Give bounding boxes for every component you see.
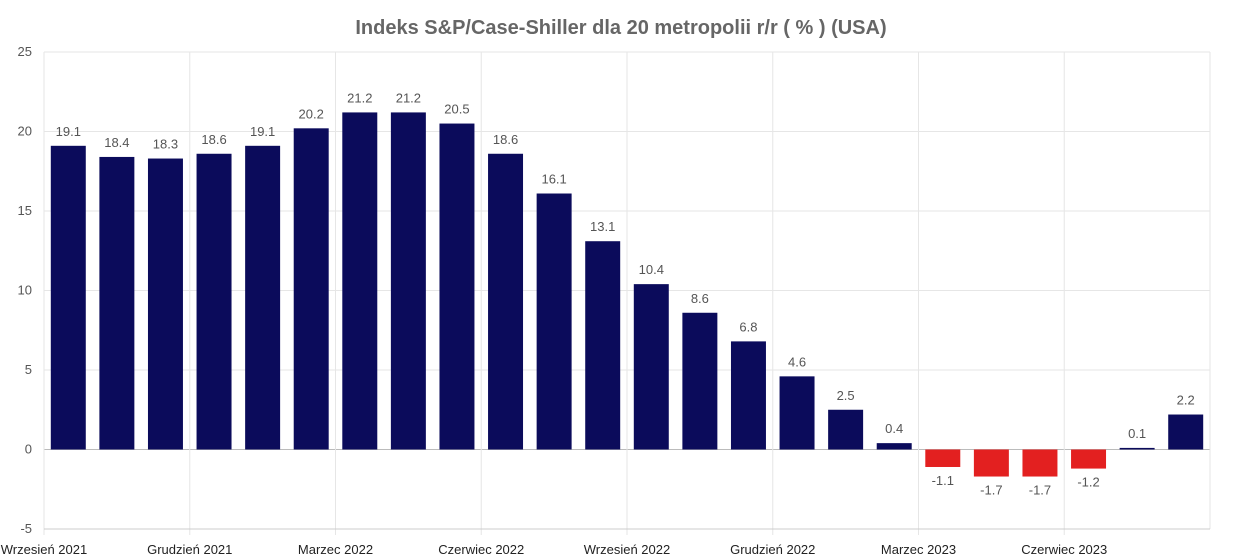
- y-tick-label: 25: [18, 44, 32, 59]
- bar: [1022, 449, 1058, 477]
- data-label: 4.6: [788, 354, 806, 369]
- bar: [439, 123, 475, 450]
- x-tick-label: Marzec 2022: [298, 542, 373, 557]
- x-tick-label: Czerwiec 2022: [438, 542, 524, 557]
- data-label: 18.6: [493, 132, 518, 147]
- x-tick-label: Czerwiec 2023: [1021, 542, 1107, 557]
- x-tick-label: Grudzień 2022: [730, 542, 815, 557]
- y-axis: 25 20 15 10 5 0 -5: [18, 44, 32, 536]
- bar: [876, 443, 912, 450]
- bar: [342, 112, 378, 450]
- bar: [682, 312, 718, 450]
- bar: [293, 128, 329, 450]
- chart-title: Indeks S&P/Case-Shiller dla 20 metropoli…: [355, 17, 886, 39]
- data-label: 21.2: [396, 90, 421, 105]
- grid-layer: [43, 51, 1211, 535]
- bar: [536, 193, 572, 450]
- data-labels-layer: 19.1 18.4 18.3 18.6 19.1 20.2 21.2 21.2 20.5 18.6…: [56, 90, 1195, 497]
- data-label: -1.7: [1029, 483, 1051, 498]
- data-label: 20.2: [299, 106, 324, 121]
- y-tick-label: 15: [18, 203, 32, 218]
- data-label: 18.6: [201, 132, 226, 147]
- y-tick-label: 20: [18, 124, 32, 139]
- bar: [1119, 447, 1155, 450]
- data-label: -1.1: [932, 473, 954, 488]
- bar: [828, 409, 864, 450]
- data-label: 21.2: [347, 90, 372, 105]
- x-tick-label: Wrzesień 2022: [584, 542, 670, 557]
- bar: [730, 341, 766, 450]
- data-label: -1.7: [980, 483, 1002, 498]
- y-tick-label: -5: [20, 521, 32, 536]
- data-label: 18.3: [153, 137, 178, 152]
- x-tick-label: Marzec 2023: [881, 542, 956, 557]
- data-label: 20.5: [444, 102, 469, 117]
- data-label: 16.1: [541, 172, 566, 187]
- bar: [779, 376, 815, 450]
- bar: [973, 449, 1009, 477]
- data-label: 6.8: [739, 319, 757, 334]
- bar: [1071, 449, 1107, 469]
- bar: [99, 156, 135, 450]
- x-axis: Wrzesień 2021 Grudzień 2021 Marzec 2022 Cze…: [1, 542, 1107, 557]
- data-label: -1.2: [1077, 475, 1099, 490]
- bar: [585, 241, 621, 450]
- data-label: 19.1: [250, 124, 275, 139]
- data-label: 2.2: [1177, 393, 1195, 408]
- data-label: 0.4: [885, 421, 903, 436]
- data-label: 18.4: [104, 135, 129, 150]
- data-label: 13.1: [590, 219, 615, 234]
- bars-layer: [50, 112, 1204, 477]
- data-label: 8.6: [691, 291, 709, 306]
- data-label: 10.4: [639, 262, 664, 277]
- x-tick-label: Wrzesień 2021: [1, 542, 87, 557]
- bar: [488, 153, 524, 450]
- y-tick-label: 5: [25, 362, 32, 377]
- bar: [390, 112, 426, 450]
- data-label: 19.1: [56, 124, 81, 139]
- bar: [633, 284, 669, 450]
- bar: [925, 449, 961, 467]
- bar: [1168, 414, 1204, 450]
- bar: [245, 145, 281, 450]
- bar: [196, 153, 232, 450]
- data-label: 2.5: [837, 388, 855, 403]
- bar: [50, 145, 86, 450]
- data-label: 0.1: [1128, 426, 1146, 441]
- y-tick-label: 10: [18, 283, 32, 298]
- y-tick-label: 0: [25, 442, 32, 457]
- x-tick-label: Grudzień 2021: [147, 542, 232, 557]
- bar: [147, 158, 183, 450]
